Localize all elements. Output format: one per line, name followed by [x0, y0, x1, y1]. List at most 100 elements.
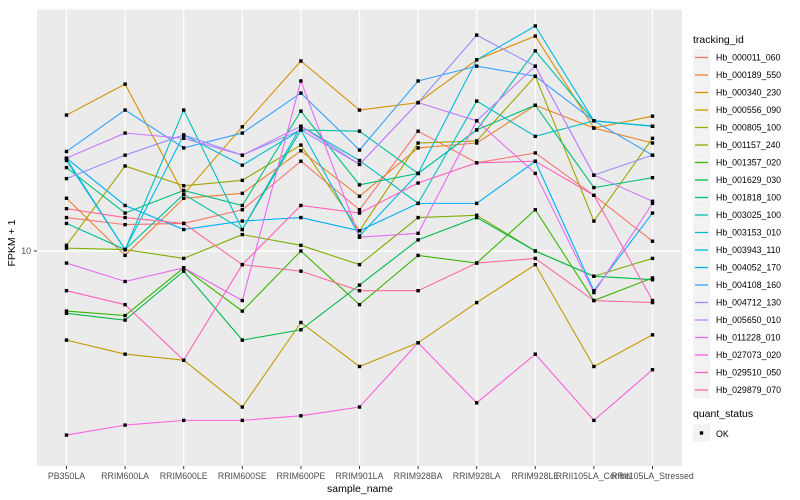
data-point	[64, 433, 69, 437]
data-point	[533, 249, 537, 253]
data-point	[592, 173, 596, 177]
data-point	[299, 203, 303, 208]
data-point	[650, 333, 655, 337]
data-point	[240, 309, 244, 313]
data-point	[182, 256, 186, 261]
data-point	[475, 139, 479, 143]
x-axis-title: sample_name	[327, 483, 393, 495]
data-point	[592, 364, 596, 369]
data-point	[299, 320, 303, 325]
data-point	[123, 352, 127, 356]
data-point	[650, 201, 655, 206]
data-point	[240, 219, 244, 223]
data-point	[64, 311, 69, 315]
legend-label: Hb_001357_020	[716, 158, 781, 168]
data-point	[123, 211, 127, 215]
data-point	[533, 103, 537, 107]
data-point	[650, 141, 655, 145]
data-point	[475, 33, 479, 37]
data-point	[357, 162, 362, 167]
data-point	[240, 153, 244, 157]
data-point	[240, 191, 244, 196]
data-point	[592, 418, 596, 423]
x-tick-label: RRIM928LE	[511, 471, 559, 481]
data-point	[123, 222, 127, 227]
data-point	[182, 192, 186, 197]
data-point	[123, 203, 127, 208]
data-point	[357, 288, 362, 293]
data-point	[64, 156, 69, 160]
data-point	[592, 288, 596, 293]
data-point	[650, 124, 655, 128]
legend-label: Hb_000011_060	[716, 53, 781, 63]
data-point	[64, 309, 69, 313]
y-tick-label: 10	[21, 246, 31, 256]
x-tick-label: PB350LA	[48, 471, 85, 481]
data-point	[357, 211, 362, 215]
data-point	[416, 238, 420, 242]
legend-label: Hb_011228_010	[716, 333, 781, 343]
x-tick-label: RRIM600PE	[276, 471, 325, 481]
x-tick-label: RRIM928BA	[394, 471, 443, 481]
data-point	[592, 290, 596, 295]
data-point	[416, 129, 420, 133]
data-point	[123, 215, 127, 220]
legend-label: Hb_027073_020	[716, 350, 781, 360]
data-point	[533, 171, 537, 176]
data-point	[123, 318, 127, 322]
data-point	[299, 128, 303, 132]
data-point	[533, 262, 537, 267]
data-point	[416, 146, 420, 150]
data-point	[650, 199, 655, 204]
data-point	[475, 99, 479, 103]
data-point	[533, 256, 537, 261]
data-point	[182, 136, 186, 140]
data-point	[123, 108, 127, 112]
quant-status-legend-title: quant_status	[693, 408, 753, 420]
legend-label: Hb_005650_010	[716, 315, 781, 325]
data-point	[357, 302, 362, 307]
legend-label: Hb_004712_130	[716, 298, 781, 308]
data-point	[357, 283, 362, 287]
data-point	[592, 193, 596, 197]
data-point	[475, 261, 479, 265]
data-point	[299, 59, 303, 63]
tracking-id-legend-title: tracking_id	[693, 34, 744, 46]
data-point	[123, 82, 127, 86]
legend-label: Hb_004108_160	[716, 280, 781, 290]
data-point	[416, 215, 420, 220]
data-point	[650, 136, 655, 140]
x-tick-label: RRII105LA_Stressed	[611, 471, 694, 481]
data-point	[64, 261, 69, 265]
data-point	[182, 108, 186, 112]
data-point	[475, 141, 479, 145]
legend-label: Hb_000805_100	[716, 123, 781, 133]
x-tick-label: RRIM600LE	[160, 471, 208, 481]
data-point	[64, 288, 69, 293]
data-point	[240, 178, 244, 183]
data-point	[650, 239, 655, 243]
data-point	[533, 134, 537, 139]
data-point	[123, 302, 127, 307]
data-point	[475, 161, 479, 165]
data-point	[416, 79, 420, 83]
data-point	[182, 227, 186, 232]
data-point	[64, 215, 69, 220]
data-point	[123, 164, 127, 168]
data-point	[416, 288, 420, 293]
data-point	[533, 151, 537, 155]
data-point	[299, 215, 303, 220]
data-point	[416, 171, 420, 176]
data-point	[299, 269, 303, 273]
x-tick-label: RRIM600SE	[218, 471, 267, 481]
data-point	[533, 208, 537, 212]
data-point	[182, 266, 186, 270]
data-point	[299, 109, 303, 113]
data-point	[416, 201, 420, 206]
data-point	[240, 227, 244, 232]
data-point	[592, 219, 596, 223]
legend-label: Hb_000189_550	[716, 70, 781, 80]
data-point	[650, 114, 655, 118]
data-point	[64, 338, 69, 342]
